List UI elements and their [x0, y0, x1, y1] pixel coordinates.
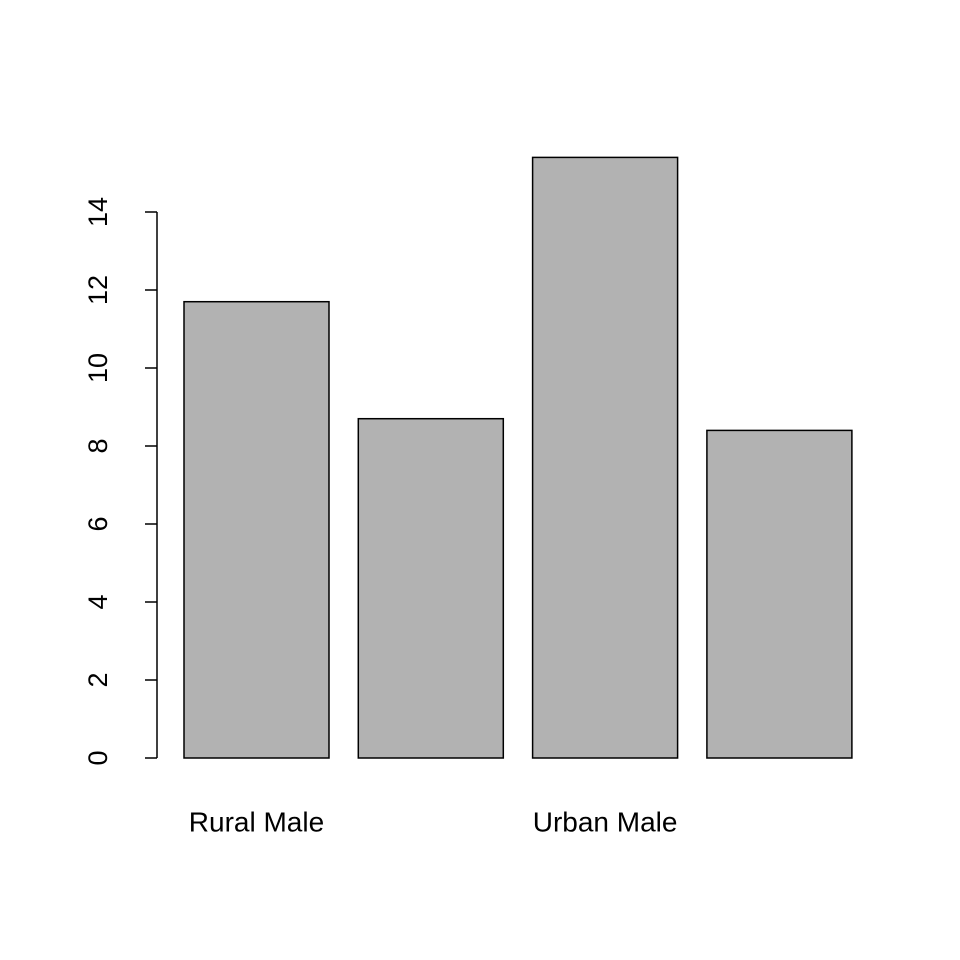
- y-tick-label: 14: [83, 197, 113, 227]
- x-tick-label: Urban Male: [533, 806, 678, 837]
- y-tick-label: 0: [83, 750, 113, 765]
- bar: [706, 429, 853, 759]
- y-tick-label: 2: [83, 672, 113, 687]
- y-tick-label: 8: [83, 438, 113, 453]
- y-tick-label: 12: [83, 275, 113, 305]
- y-tick-label: 6: [83, 516, 113, 531]
- bar: [183, 300, 330, 759]
- bar: [531, 156, 679, 759]
- bar: [357, 417, 505, 759]
- y-tick-label: 4: [83, 594, 113, 609]
- x-tick-label: Rural Male: [189, 806, 324, 837]
- y-tick-label: 10: [83, 353, 113, 383]
